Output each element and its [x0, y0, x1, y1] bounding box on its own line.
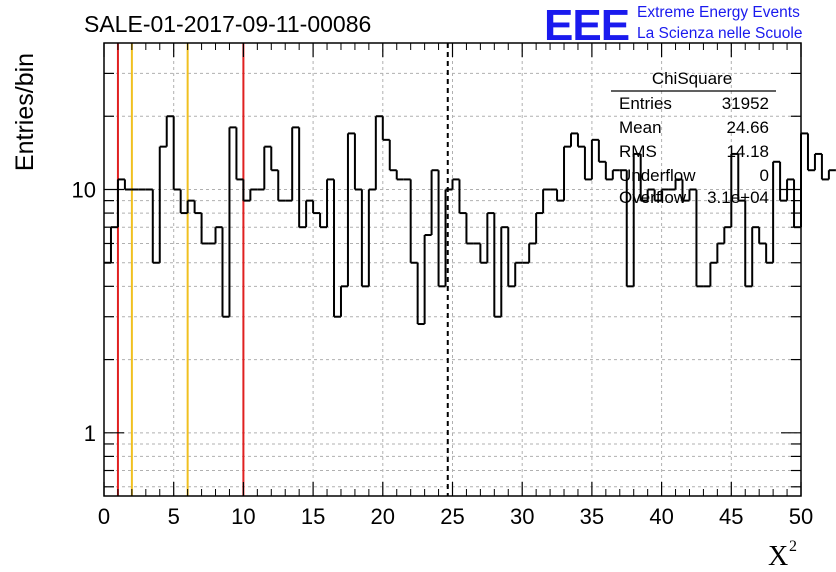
x-tick-label: 50 — [789, 504, 813, 529]
stats-label-mean: Mean — [619, 118, 662, 137]
stats-label-overflow: Overflow — [619, 188, 687, 207]
stats-label-entries: Entries — [619, 94, 672, 113]
x-tick-label: 45 — [719, 504, 743, 529]
stats-value-overflow: 3.1e+04 — [707, 188, 769, 207]
x-tick-label: 20 — [371, 504, 395, 529]
tick-layer — [103, 43, 802, 496]
x-axis-title-superscript: 2 — [789, 538, 797, 555]
marker-layer — [116, 43, 449, 496]
y-axis-title: Entries/bin — [11, 53, 39, 171]
org-name-line1: Extreme Energy Events — [637, 4, 800, 21]
grid-layer — [104, 43, 801, 496]
x-tick-label: 30 — [510, 504, 534, 529]
x-tick-label: 10 — [231, 504, 255, 529]
org-name-line2: La Scienza nelle Scuole — [637, 25, 802, 42]
eee-logo: EEE — [544, 1, 629, 50]
x-tick-label: 15 — [301, 504, 325, 529]
y-tick-label: 10 — [72, 177, 96, 202]
x-tick-label: 40 — [649, 504, 673, 529]
x-tick-label: 5 — [168, 504, 180, 529]
stats-box: ChiSquare Entries 31952 Mean 24.66 RMS 1… — [611, 69, 776, 207]
stats-box-title: ChiSquare — [652, 69, 732, 88]
stats-label-underflow: Underflow — [619, 166, 696, 185]
tick-label-layer: 0 5 10 15 20 25 30 35 40 45 50 1 10 — [72, 177, 814, 529]
x-tick-label: 25 — [440, 504, 464, 529]
y-tick-label: 1 — [84, 421, 96, 446]
stats-value-entries: 31952 — [722, 94, 769, 113]
histogram-layer — [104, 115, 836, 326]
stats-value-rms: 14.18 — [726, 142, 769, 161]
x-tick-label: 0 — [98, 504, 110, 529]
stats-label-rms: RMS — [619, 142, 657, 161]
x-axis-title: X — [768, 541, 788, 572]
stats-value-underflow: 0 — [760, 166, 769, 185]
run-title: SALE-01-2017-09-11-00086 — [84, 11, 371, 37]
stats-value-mean: 24.66 — [726, 118, 769, 137]
x-tick-label: 35 — [580, 504, 604, 529]
